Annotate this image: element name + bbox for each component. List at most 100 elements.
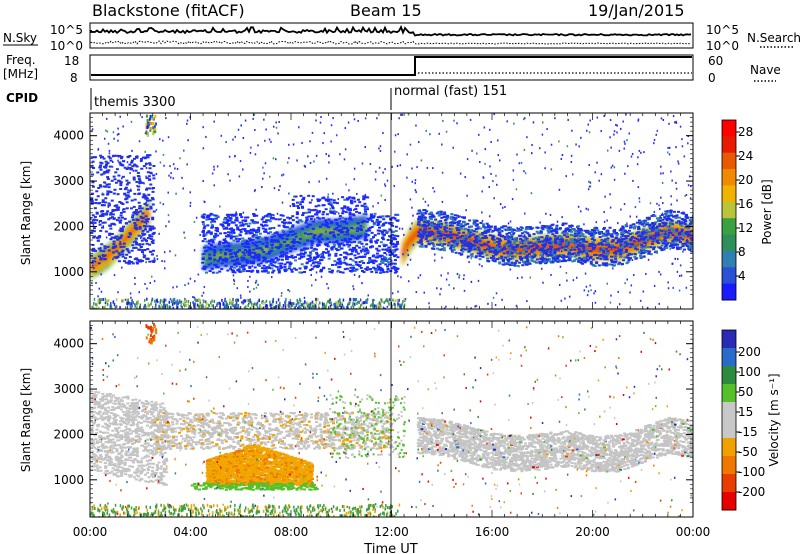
power-scatter-point — [247, 286, 249, 289]
power-diffuse-cell — [334, 211, 338, 214]
power-diffuse-cell — [236, 226, 240, 229]
power-diffuse-cell — [336, 229, 340, 232]
power-band-cell — [220, 262, 223, 267]
power-diffuse-cell — [325, 248, 329, 251]
power-band-cell — [303, 233, 306, 238]
power-scatter-point — [675, 121, 678, 124]
power-diffuse-cell — [343, 238, 347, 241]
power-band-cell — [342, 222, 345, 227]
power-diffuse-cell — [260, 270, 264, 273]
power-scatter-point — [471, 229, 474, 232]
power-diffuse-cell — [205, 231, 209, 234]
power-band-cell — [115, 240, 118, 245]
power-band-cell — [519, 253, 522, 258]
power-scatter-point — [639, 299, 642, 302]
power-diffuse-cell — [279, 243, 283, 246]
power-band-cell — [445, 241, 448, 246]
power-scatter-point — [568, 295, 571, 298]
power-band-cell — [262, 238, 265, 243]
power-diffuse-cell — [255, 234, 259, 237]
power-diffuse-cell — [358, 211, 362, 214]
power-diffuse-cell — [224, 248, 228, 251]
power-band-cell — [282, 241, 285, 246]
power-diffuse-cell — [309, 232, 313, 235]
power-scatter-point — [465, 209, 467, 212]
power-band-cell — [236, 251, 240, 256]
nave-tick-top: 60 — [708, 54, 723, 68]
power-scatter-point — [630, 155, 633, 158]
power-band-cell — [616, 247, 619, 252]
power-band-cell — [125, 229, 128, 234]
power-band-cell — [216, 253, 220, 258]
power-band-cell — [502, 239, 505, 244]
power-band-cell — [270, 251, 274, 256]
power-band-cell — [607, 253, 610, 258]
power-band-cell — [233, 242, 236, 247]
power-band-cell — [117, 244, 120, 249]
power-scatter-point — [499, 203, 502, 206]
power-band-cell — [130, 221, 133, 226]
power-band-cell — [530, 245, 534, 250]
power-scatter-point — [126, 161, 129, 164]
power-diffuse-cell — [257, 259, 261, 262]
power-band-cell — [520, 253, 524, 258]
power-scatter-point — [380, 194, 383, 197]
power-scatter-point — [168, 220, 170, 223]
power-band-cell — [596, 250, 599, 255]
power-diffuse-cell — [270, 258, 274, 261]
power-diffuse-cell — [328, 270, 332, 273]
power-scatter-point — [276, 212, 279, 215]
power-diffuse-cell — [251, 229, 255, 232]
power-diffuse-cell — [376, 216, 380, 219]
power-scatter-point — [213, 120, 215, 123]
power-diffuse-cell — [243, 245, 247, 248]
power-scatter-point — [476, 152, 478, 155]
power-band-cell — [326, 232, 329, 237]
power-band-cell — [125, 242, 128, 247]
power-band-cell — [602, 240, 605, 245]
power-band-cell — [480, 238, 483, 243]
power-band-cell — [621, 252, 624, 257]
power-band-cell — [136, 214, 139, 219]
power-band-cell — [431, 239, 434, 244]
power-scatter-point — [536, 243, 538, 246]
power-band-cell — [662, 230, 666, 235]
power-band-cell — [289, 232, 292, 237]
power-band-cell — [517, 250, 520, 255]
power-band-cell — [235, 245, 238, 250]
power-diffuse-cell — [337, 246, 341, 249]
power-band-cell — [523, 240, 526, 245]
power-diffuse-cell — [209, 247, 213, 250]
power-diffuse-cell — [325, 213, 329, 216]
power-diffuse-cell — [387, 215, 391, 218]
power-scatter-point — [414, 179, 417, 182]
power-band-cell — [588, 240, 591, 245]
power-scatter-point — [493, 113, 495, 116]
power-diffuse-cell — [376, 239, 380, 242]
power-band-cell — [304, 233, 308, 238]
power-band-cell — [270, 254, 274, 259]
power-diffuse-cell — [383, 245, 387, 248]
power-scatter-point — [129, 292, 132, 295]
power-band-cell — [288, 235, 291, 240]
power-diffuse-cell — [354, 261, 358, 264]
power-band-cell — [659, 235, 662, 240]
power-band-cell — [106, 255, 109, 260]
power-band-cell — [203, 246, 206, 251]
power-scatter-point — [261, 177, 264, 180]
power-diffuse-cell — [233, 266, 237, 269]
power-scatter-point — [478, 133, 480, 136]
power-scatter-point — [666, 151, 669, 154]
power-scatter-point — [163, 251, 166, 254]
power-diffuse-cell — [364, 236, 368, 239]
power-scatter-point — [560, 157, 563, 160]
power-scatter-point — [471, 149, 473, 152]
power-diffuse-cell — [321, 213, 325, 216]
power-band-cell — [655, 230, 658, 235]
power-band-cell — [593, 250, 596, 255]
power-diffuse-cell — [264, 228, 268, 231]
power-diffuse-cell — [303, 247, 307, 250]
power-diffuse-cell — [346, 228, 350, 231]
power-scatter-point — [92, 267, 95, 270]
power-diffuse-cell — [277, 245, 281, 248]
